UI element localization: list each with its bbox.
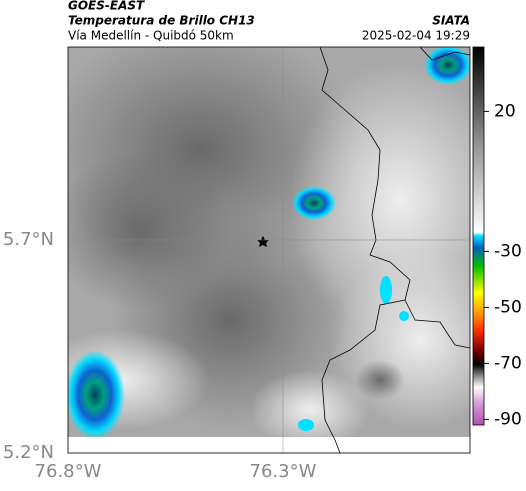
x-tick-label: 76.3°W [250, 461, 317, 482]
source: GOES-EAST [68, 0, 145, 13]
colorbar-tick-label: -50 [494, 297, 522, 317]
title: Temperatura de Brillo CH13 [68, 14, 255, 28]
location-marker [257, 236, 269, 247]
colorbar-tick-label: -90 [494, 409, 522, 429]
y-tick-label: 5.7°N [3, 229, 54, 250]
subtitle: Vía Medellín - Quibdó 50km [68, 29, 234, 43]
map-image [68, 47, 470, 453]
map-frame [67, 46, 471, 454]
colorbar-tick-label: -70 [494, 353, 522, 373]
datetime: 2025-02-04 19:29 [362, 29, 470, 43]
colorbar-tick-label: -30 [494, 241, 522, 261]
colorbar-tick-label: 20 [494, 101, 516, 121]
agency: SIATA [432, 14, 470, 28]
colorbar [472, 46, 485, 426]
x-tick-label: 76.8°W [35, 461, 102, 482]
y-tick-label: 5.2°N [3, 442, 54, 463]
